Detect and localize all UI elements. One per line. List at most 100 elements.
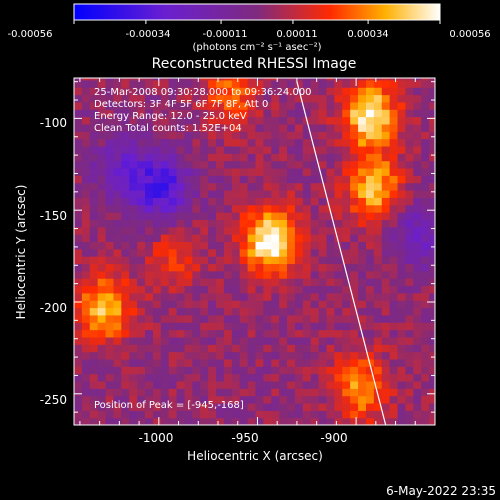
heatmap-cell xyxy=(279,410,288,419)
heatmap-cell xyxy=(421,402,430,411)
heatmap-cell xyxy=(105,78,115,81)
heatmap-cell xyxy=(89,131,99,140)
heatmap-cell xyxy=(160,241,170,250)
heatmap-cell xyxy=(129,116,138,125)
heatmap-cell xyxy=(168,344,178,353)
heatmap-cell xyxy=(413,417,422,425)
heatmap-cell xyxy=(397,234,407,242)
heatmap-cell xyxy=(216,307,225,316)
heatmap-cell xyxy=(302,123,312,132)
heatmap-cell xyxy=(263,373,272,382)
heatmap-cell xyxy=(74,292,83,301)
heatmap-cell xyxy=(397,189,407,198)
heatmap-cell xyxy=(168,373,178,382)
heatmap-cell xyxy=(168,94,178,103)
heatmap-cell xyxy=(121,116,130,125)
heatmap-cell xyxy=(121,94,130,103)
heatmap-cell xyxy=(271,189,280,198)
heatmap-cell xyxy=(247,219,257,228)
heatmap-cell xyxy=(81,373,91,382)
heatmap-cell xyxy=(279,395,288,404)
heatmap-cell xyxy=(381,417,391,425)
heatmap-cell xyxy=(160,101,170,110)
heatmap-cell xyxy=(145,351,154,360)
heatmap-cell xyxy=(129,123,138,132)
heatmap-cell xyxy=(429,197,435,206)
heatmap-cell xyxy=(413,153,422,162)
heatmap-cell xyxy=(192,256,201,265)
heatmap-cell xyxy=(334,212,343,220)
heatmap-cell xyxy=(247,388,257,397)
heatmap-cell xyxy=(192,395,201,404)
heatmap-cell xyxy=(145,79,154,88)
heatmap-cell xyxy=(74,226,83,235)
heatmap-cell xyxy=(160,153,170,162)
heatmap-cell xyxy=(200,212,209,220)
heatmap-cell xyxy=(89,278,99,287)
heatmap-cell xyxy=(121,79,130,88)
heatmap-cell xyxy=(279,300,288,309)
heatmap-cell xyxy=(381,314,391,323)
heatmap-cell xyxy=(302,189,312,198)
heatmap-cell xyxy=(208,78,217,81)
heatmap-cell xyxy=(168,123,178,132)
heatmap-cell xyxy=(192,78,201,81)
heatmap-cell xyxy=(81,167,91,176)
heatmap-cell xyxy=(342,417,351,425)
heatmap-cell xyxy=(263,197,272,206)
heatmap-cell xyxy=(74,153,83,162)
heatmap-cell xyxy=(168,248,178,257)
heatmap-cell xyxy=(279,292,288,301)
heatmap-cell xyxy=(176,219,186,228)
heatmap-cell xyxy=(239,388,249,397)
heatmap-cell xyxy=(152,78,162,81)
heatmap-cell xyxy=(310,329,320,338)
heatmap-cell xyxy=(152,79,162,88)
heatmap-cell xyxy=(231,160,241,169)
heatmap-cell xyxy=(137,336,146,345)
heatmap-cell xyxy=(200,358,209,367)
heatmap-cell xyxy=(342,182,351,191)
heatmap-cell xyxy=(97,219,107,228)
heatmap-cell xyxy=(97,101,107,110)
heatmap-cell xyxy=(421,395,430,404)
heatmap-cell xyxy=(105,116,115,125)
heatmap-cell xyxy=(121,248,130,257)
heatmap-cell xyxy=(152,123,162,132)
annotation-energy-range: Energy Range: 12.0 - 25.0 keV xyxy=(94,111,247,122)
heatmap-cell xyxy=(255,307,264,316)
heatmap-cell xyxy=(168,109,178,118)
heatmap-cell xyxy=(145,94,154,103)
heatmap-cell xyxy=(223,153,233,162)
heatmap-cell xyxy=(287,256,296,265)
heatmap-cell xyxy=(255,373,264,382)
heatmap-cell xyxy=(247,109,257,118)
heatmap-cell xyxy=(397,131,407,140)
heatmap-cell xyxy=(89,145,99,154)
heatmap-cell xyxy=(413,351,422,360)
heatmap-cell xyxy=(287,270,296,279)
heatmap-cell xyxy=(413,87,422,96)
heatmap-cell xyxy=(429,131,435,140)
heatmap-cell xyxy=(176,131,186,140)
heatmap-cell xyxy=(294,358,304,367)
heatmap-cell xyxy=(405,204,414,213)
heatmap-cell xyxy=(145,256,154,265)
heatmap-cell xyxy=(184,123,193,132)
heatmap-cell xyxy=(192,322,201,331)
heatmap-cell xyxy=(413,292,422,301)
heatmap-cell xyxy=(145,329,154,338)
heatmap-cell xyxy=(129,234,138,242)
annotation-time-range: 25-Mar-2008 09:30:28.000 to 09:36:24.000 xyxy=(94,87,312,98)
heatmap-cell xyxy=(223,248,233,257)
heatmap-cell xyxy=(350,116,359,125)
heatmap-cell xyxy=(145,145,154,154)
heatmap-cell xyxy=(81,278,91,287)
heatmap-cell xyxy=(389,344,399,353)
heatmap-cell xyxy=(137,226,146,235)
heatmap-cell xyxy=(152,395,162,404)
heatmap-cell xyxy=(255,300,264,309)
heatmap-cell xyxy=(294,167,304,176)
heatmap-cell xyxy=(113,212,122,220)
heatmap-cell xyxy=(176,270,186,279)
